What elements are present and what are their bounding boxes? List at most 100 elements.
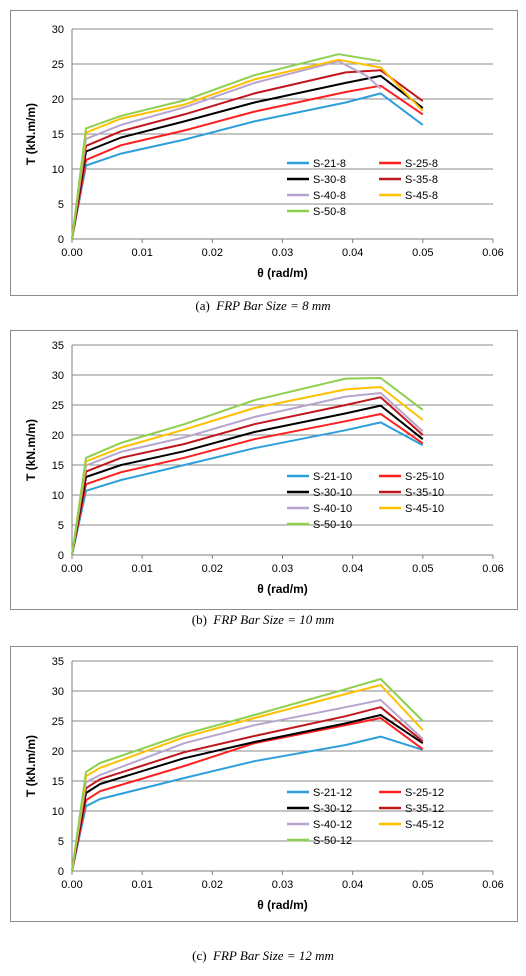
fig1-ytick-label-7: 35 bbox=[52, 340, 64, 352]
fig2-ytick-label-5: 25 bbox=[52, 716, 64, 728]
fig1-ytick-label-6: 30 bbox=[52, 370, 64, 382]
fig0-series-line-S-21-8 bbox=[71, 92, 424, 240]
fig2-ytick-label-2: 10 bbox=[52, 806, 64, 818]
fig1-legend-label-S-45-10: S-45-10 bbox=[405, 503, 444, 515]
fig2-series-line-S-21-12 bbox=[71, 735, 424, 872]
fig1-series-line-S-50-10 bbox=[71, 377, 424, 556]
fig0-legend-label-S-45-8: S-45-8 bbox=[405, 190, 438, 202]
fig1-series-line-S-30-10 bbox=[71, 404, 424, 556]
fig0-xtick-label-4: 0.04 bbox=[342, 247, 363, 259]
caption-a-letter: (a) bbox=[195, 298, 210, 313]
fig2-ytick-label-4: 20 bbox=[52, 746, 64, 758]
fig1-legend-label-S-35-10: S-35-10 bbox=[405, 487, 444, 499]
fig1-series-line-S-21-10 bbox=[71, 421, 424, 556]
caption-b-text: FRP Bar Size = 10 mm bbox=[213, 612, 335, 627]
fig0-series-line-S-25-8 bbox=[71, 84, 424, 240]
fig0-y-axis-title: T (kN.m/m) bbox=[24, 103, 38, 165]
fig2-ytick-label-7: 35 bbox=[52, 656, 64, 668]
fig1-series-line-S-35-10 bbox=[71, 396, 424, 556]
caption-a-text: FRP Bar Size = 8 mm bbox=[216, 298, 331, 313]
fig0-series-line-S-50-8 bbox=[71, 53, 381, 240]
fig0-legend-label-S-25-8: S-25-8 bbox=[405, 158, 438, 170]
fig2-legend-label-S-35-12: S-35-12 bbox=[405, 803, 444, 815]
fig1-xtick-label-6: 0.06 bbox=[482, 563, 503, 575]
fig2-xtick-label-4: 0.04 bbox=[342, 879, 363, 891]
fig1-ytick-label-5: 25 bbox=[52, 400, 64, 412]
fig2-legend-label-S-45-12: S-45-12 bbox=[405, 819, 444, 831]
chart-a: 0 5 10 15 20 25 30 0.00 0.01 0.02 0.03 0.04 0.05 0.06… bbox=[24, 24, 504, 280]
fig2-x-axis-title: θ (rad/m) bbox=[257, 898, 308, 912]
fig2-legend-label-S-25-12: S-25-12 bbox=[405, 787, 444, 799]
fig2-xtick-label-0: 0.00 bbox=[61, 879, 82, 891]
caption-b-letter: (b) bbox=[191, 612, 207, 627]
fig0-series-line-S-45-8 bbox=[71, 58, 424, 240]
fig2-legend-label-S-40-12: S-40-12 bbox=[313, 819, 352, 831]
chart-panel-a: 0 5 10 15 20 25 30 0.00 0.01 0.02 0.03 0.04 0.05 0.06… bbox=[10, 10, 518, 296]
fig2-xtick-label-1: 0.01 bbox=[131, 879, 152, 891]
fig0-ytick-label-3: 15 bbox=[52, 129, 64, 141]
fig0-legend-label-S-40-8: S-40-8 bbox=[313, 190, 346, 202]
fig2-legend-label-S-50-12: S-50-12 bbox=[313, 835, 352, 847]
fig1-series-line-S-25-10 bbox=[71, 413, 424, 556]
fig1-xtick-label-0: 0.00 bbox=[61, 563, 82, 575]
fig1-xtick-label-2: 0.02 bbox=[202, 563, 223, 575]
fig1-legend-label-S-25-10: S-25-10 bbox=[405, 471, 444, 483]
fig1-ytick-label-2: 10 bbox=[52, 490, 64, 502]
fig0-ytick-label-5: 25 bbox=[52, 59, 64, 71]
fig1-ytick-label-1: 5 bbox=[58, 520, 64, 532]
fig2-legend-label-S-30-12: S-30-12 bbox=[313, 803, 352, 815]
fig1-legend-label-S-40-10: S-40-10 bbox=[313, 503, 352, 515]
fig0-xtick-label-3: 0.03 bbox=[272, 247, 293, 259]
caption-c-text: FRP Bar Size = 12 mm bbox=[213, 948, 334, 963]
fig0-series-line-S-40-8 bbox=[71, 60, 382, 240]
fig2-ytick-label-6: 30 bbox=[52, 686, 64, 698]
fig2-xtick-label-2: 0.02 bbox=[202, 879, 223, 891]
chart-c: 0 5 10 15 20 25 30 35 0.00 0.01 0.02 0.03 0.04 0.05 0.… bbox=[24, 656, 504, 912]
fig2-ytick-label-1: 5 bbox=[58, 836, 64, 848]
fig0-x-axis-title: θ (rad/m) bbox=[257, 266, 308, 280]
fig1-xtick-label-3: 0.03 bbox=[272, 563, 293, 575]
fig1-legend-label-S-21-10: S-21-10 bbox=[313, 471, 352, 483]
fig2-ytick-label-3: 15 bbox=[52, 776, 64, 788]
fig0-legend-label-S-21-8: S-21-8 bbox=[313, 158, 346, 170]
caption-c: (c) FRP Bar Size = 12 mm bbox=[0, 948, 526, 964]
fig0-series-line-S-35-8 bbox=[71, 69, 424, 240]
fig2-xtick-label-6: 0.06 bbox=[482, 879, 503, 891]
fig0-legend-label-S-50-8: S-50-8 bbox=[313, 206, 346, 218]
fig2-series-line-S-25-12 bbox=[71, 717, 424, 872]
fig0-xtick-label-5: 0.05 bbox=[412, 247, 433, 259]
fig0-xtick-label-2: 0.02 bbox=[202, 247, 223, 259]
chart-b: 0 5 10 15 20 25 30 35 0.00 0.01 0.02 0.03 0.04 0.05 0.… bbox=[24, 340, 504, 596]
fig1-ytick-label-4: 20 bbox=[52, 430, 64, 442]
fig1-series-line-S-40-10 bbox=[71, 392, 424, 556]
fig2-series-line-S-45-12 bbox=[71, 684, 424, 872]
fig2-series-line-S-50-12 bbox=[71, 678, 424, 872]
fig2-xtick-label-5: 0.05 bbox=[412, 879, 433, 891]
fig0-xtick-label-1: 0.01 bbox=[131, 247, 152, 259]
fig0-ytick-label-1: 5 bbox=[58, 199, 64, 211]
fig1-ytick-label-0: 0 bbox=[58, 550, 64, 562]
fig0-xtick-label-6: 0.06 bbox=[482, 247, 503, 259]
fig2-legend-label-S-21-12: S-21-12 bbox=[313, 787, 352, 799]
fig1-xtick-label-4: 0.04 bbox=[342, 563, 363, 575]
fig0-xtick-label-0: 0.00 bbox=[61, 247, 82, 259]
fig0-ytick-label-2: 10 bbox=[52, 164, 64, 176]
fig1-xtick-label-5: 0.05 bbox=[412, 563, 433, 575]
fig2-series-line-S-30-12 bbox=[71, 714, 424, 872]
fig1-series-line-S-45-10 bbox=[71, 386, 424, 556]
caption-c-letter: (c) bbox=[192, 948, 207, 963]
fig1-x-axis-title: θ (rad/m) bbox=[257, 582, 308, 596]
fig0-legend-label-S-35-8: S-35-8 bbox=[405, 174, 438, 186]
fig1-ytick-label-3: 15 bbox=[52, 460, 64, 472]
fig0-ytick-label-6: 30 bbox=[52, 24, 64, 36]
fig1-legend-label-S-50-10: S-50-10 bbox=[313, 519, 352, 531]
fig1-xtick-label-1: 0.01 bbox=[131, 563, 152, 575]
fig1-y-axis-title: T (kN.m/m) bbox=[24, 419, 38, 481]
fig2-series-line-S-35-12 bbox=[71, 706, 424, 872]
fig1-legend-label-S-30-10: S-30-10 bbox=[313, 487, 352, 499]
fig0-series-line-S-30-8 bbox=[71, 74, 424, 240]
fig0-legend-label-S-30-8: S-30-8 bbox=[313, 174, 346, 186]
chart-panel-b: 0 5 10 15 20 25 30 35 0.00 0.01 0.02 0.03 0.04 0.05 0.… bbox=[10, 330, 518, 610]
fig2-series-line-S-40-12 bbox=[71, 699, 424, 872]
fig2-y-axis-title: T (kN.m/m) bbox=[24, 735, 38, 797]
